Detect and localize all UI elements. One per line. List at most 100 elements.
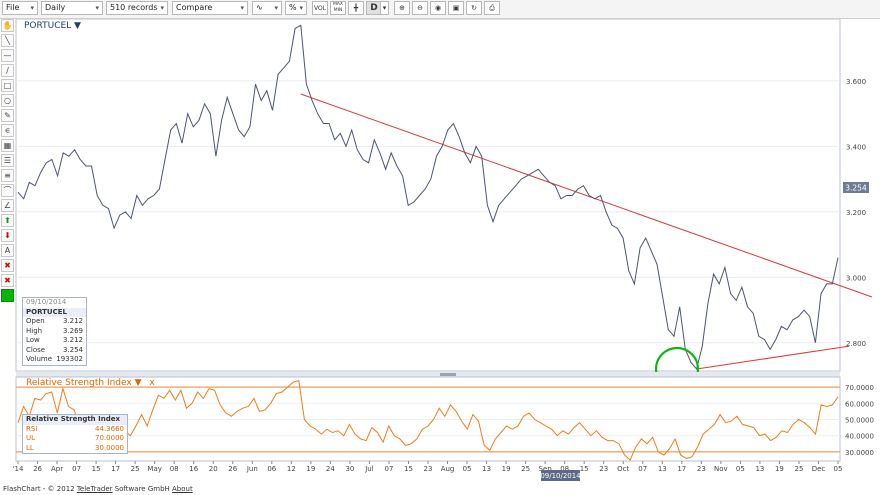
footer-middle: Software GmbH bbox=[112, 485, 172, 493]
maxmin-button[interactable]: MAX MIN bbox=[330, 1, 346, 15]
ul-value: 70.0000 bbox=[95, 434, 124, 442]
channel-tool-icon[interactable]: ∕ bbox=[1, 64, 14, 77]
volume-button[interactable]: VOL bbox=[312, 1, 328, 15]
x-tick-label: 15 bbox=[404, 465, 413, 473]
x-tick-label: 20 bbox=[209, 465, 218, 473]
footer-company-link[interactable]: TeleTrader bbox=[76, 485, 113, 493]
info-value: 3.254 bbox=[62, 345, 83, 354]
magnifier-icon: ◉ bbox=[434, 4, 442, 12]
trendline bbox=[300, 93, 873, 298]
x-tick-label: 15 bbox=[580, 465, 589, 473]
info-label: Low bbox=[26, 336, 40, 344]
info-value: 3.269 bbox=[62, 326, 83, 335]
compare-select-label: Compare bbox=[176, 3, 213, 12]
chart-type-select[interactable]: ∿ ▾ bbox=[252, 1, 282, 15]
fit-icon: ▣ bbox=[452, 4, 460, 12]
ll-label: LL bbox=[26, 443, 34, 452]
instrument-title[interactable]: PORTUCEL ▼ bbox=[24, 21, 81, 31]
x-tick-label: 07 bbox=[384, 465, 393, 473]
hand-tool-icon[interactable]: ✋ bbox=[1, 19, 14, 32]
crosshair-icon: ╋ bbox=[353, 4, 359, 12]
crosshair-button[interactable]: ╋ bbox=[348, 1, 364, 15]
y-tick-label: 3.600 bbox=[846, 78, 866, 86]
zoom-reset-button[interactable]: ◉ bbox=[430, 1, 446, 15]
zoom-out-icon: ⊖ bbox=[417, 4, 423, 12]
chevron-down-icon: ▾ bbox=[95, 4, 99, 12]
cursor-date-tag: 09/10/2014 bbox=[540, 470, 581, 481]
rectangle-tool-icon[interactable]: □ bbox=[1, 79, 14, 92]
info-label: Close bbox=[26, 345, 46, 354]
delete-all-icon[interactable]: ✖ bbox=[1, 274, 14, 287]
down-arrow-icon[interactable]: ⬇ bbox=[1, 229, 14, 242]
chevron-down-icon: ▾ bbox=[274, 4, 278, 12]
arc-tool-icon[interactable]: ⌒ bbox=[1, 184, 14, 197]
fan-tool-icon[interactable]: ∠ bbox=[1, 199, 14, 212]
y-tick-label: 50.0000 bbox=[845, 417, 874, 425]
x-tick-label: 17 bbox=[111, 465, 120, 473]
print-icon: ⎙ bbox=[489, 4, 495, 12]
x-tick-label: '14 bbox=[13, 465, 24, 473]
rsi-line bbox=[17, 379, 839, 461]
toolbar: File ▾ Daily ▾ 510 records ▾ Compare ▾ ∿ ▾ % ▾… bbox=[0, 0, 880, 19]
y-tick-label: 2.800 bbox=[846, 340, 866, 348]
rsi-close-icon[interactable]: x bbox=[149, 378, 155, 388]
info-row-open: Open 3.212 bbox=[23, 317, 86, 327]
chevron-down-icon: ▾ bbox=[382, 4, 387, 12]
x-tick-label: 07 bbox=[638, 465, 647, 473]
rsi-title[interactable]: Relative Strength Index ▼ x bbox=[26, 378, 155, 388]
levels-tool-icon[interactable]: ≡ bbox=[1, 169, 14, 182]
line-chart-icon: ∿ bbox=[256, 3, 263, 12]
ll-value: 30.0000 bbox=[95, 443, 124, 452]
y-tick-label: 3.200 bbox=[846, 209, 866, 217]
last-price-tag: 3.254 bbox=[843, 182, 869, 193]
panel-divider[interactable] bbox=[16, 372, 840, 377]
fibonacci-tool-icon[interactable]: ☰ bbox=[1, 154, 14, 167]
rsi-info-box: Relative Strength Index RSI 44.3660 UL 70.… bbox=[22, 414, 128, 454]
trendlines[interactable] bbox=[300, 93, 873, 370]
reset-button[interactable]: ↻ bbox=[466, 1, 482, 15]
x-tick-label: 25 bbox=[794, 465, 803, 473]
grid-tool-icon[interactable]: ▦ bbox=[1, 139, 14, 152]
gann-tool-icon[interactable]: ∊ bbox=[1, 124, 14, 137]
d-dropdown[interactable]: ▾ bbox=[380, 1, 389, 15]
compare-select[interactable]: Compare ▾ bbox=[172, 1, 248, 15]
pen-tool-icon[interactable]: ✎ bbox=[1, 109, 14, 122]
fit-button[interactable]: ▣ bbox=[448, 1, 464, 15]
x-tick-label: Jun bbox=[246, 465, 258, 473]
chevron-down-icon: ▾ bbox=[30, 4, 34, 12]
x-tick-label: 06 bbox=[267, 465, 276, 473]
zoom-out-button[interactable]: ⊖ bbox=[412, 1, 428, 15]
period-select[interactable]: Daily ▾ bbox=[41, 1, 103, 15]
x-tick-label: 23 bbox=[697, 465, 706, 473]
info-name: PORTUCEL bbox=[23, 307, 86, 317]
y-axis-main: 3.600 3.400 3.200 3.000 2.800 bbox=[846, 78, 866, 348]
x-tick-label: 08 bbox=[560, 465, 569, 473]
x-tick-label: 23 bbox=[424, 465, 433, 473]
divider-grip[interactable] bbox=[440, 373, 456, 376]
circle-tool-icon[interactable]: ○ bbox=[1, 94, 14, 107]
footer-about-link[interactable]: About bbox=[172, 485, 193, 493]
records-select[interactable]: 510 records ▾ bbox=[106, 1, 168, 15]
horizontal-line-icon[interactable]: — bbox=[1, 49, 14, 62]
x-tick-label: 25 bbox=[131, 465, 140, 473]
y-tick-label: 70.0000 bbox=[845, 384, 874, 392]
info-row-low: Low 3.212 bbox=[23, 336, 86, 346]
x-tick-label: 05 bbox=[463, 465, 472, 473]
y-tick-label: 3.000 bbox=[846, 274, 866, 282]
info-value: 193302 bbox=[56, 355, 83, 363]
up-arrow-icon[interactable]: ⬆ bbox=[1, 214, 14, 227]
delete-icon[interactable]: ✖ bbox=[1, 259, 14, 272]
file-menu[interactable]: File ▾ bbox=[2, 1, 38, 15]
zoom-in-button[interactable]: ⊕ bbox=[394, 1, 410, 15]
volume-button-label: VOL bbox=[313, 5, 327, 12]
x-tick-label: 16 bbox=[189, 465, 198, 473]
text-tool-icon[interactable]: A bbox=[1, 244, 14, 257]
scale-select[interactable]: % ▾ bbox=[285, 1, 307, 15]
rsi-box-title: Relative Strength Index bbox=[23, 415, 127, 425]
y-tick-label: 30.0000 bbox=[845, 449, 874, 457]
x-tick-label: 26 bbox=[228, 465, 237, 473]
color-swatch[interactable] bbox=[1, 289, 14, 302]
print-button[interactable]: ⎙ bbox=[484, 1, 500, 15]
line-tool-icon[interactable]: ╲ bbox=[1, 34, 14, 47]
